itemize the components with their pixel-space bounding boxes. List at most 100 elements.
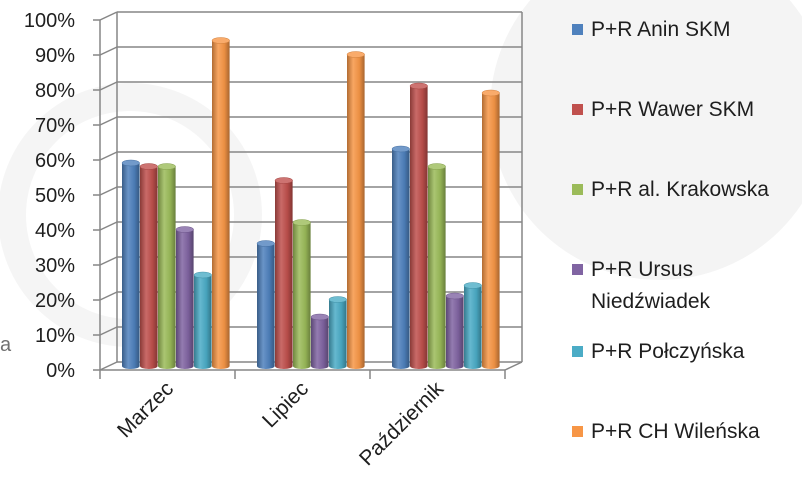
bar-top-cap	[175, 226, 194, 233]
x-category-label: Lipiec	[258, 377, 313, 432]
bar-pazdziernik-p-r-al-krakowska	[427, 163, 446, 369]
legend-item-ch-wilenska: P+R CH Wileńska	[572, 416, 796, 448]
bar-top-cap	[427, 163, 446, 170]
bar-marzec-p-r-polczynska	[193, 271, 212, 369]
y-tick-label: 0%	[46, 360, 75, 382]
bar-pazdziernik-p-r-polczynska	[463, 282, 482, 369]
legend-label: P+R al. Krakowska	[591, 178, 769, 201]
watermark-circle-shape	[490, 0, 802, 280]
bar-top-cap	[391, 145, 410, 153]
bar-body	[158, 166, 176, 369]
legend-label: P+R Anin SKM	[591, 18, 731, 41]
x-category-label: Październik	[355, 377, 448, 470]
side-wall-gridline	[99, 326, 118, 336]
bar-body	[140, 166, 158, 369]
side-wall-gridline	[99, 11, 118, 21]
bar-top-cap	[193, 271, 212, 279]
bar-top-cap	[310, 313, 329, 321]
side-wall-gridline	[99, 186, 118, 196]
y-tick-label: 20%	[35, 290, 75, 312]
clipped-edge-text: a	[0, 334, 12, 356]
y-tick-label: 10%	[35, 325, 75, 347]
bar-body	[464, 285, 482, 369]
legend-item-ursus-niedzwiadek: P+R Ursus Niedźwiadek	[572, 254, 796, 318]
bar-body	[410, 86, 428, 369]
bar-top-cap	[157, 163, 176, 170]
bar-marzec-p-r-anin-skm	[121, 159, 140, 369]
bar-top-cap	[121, 159, 140, 167]
y-tick-label: 100%	[24, 10, 75, 32]
bar-top-cap	[346, 51, 365, 58]
bar-top-cap	[463, 282, 482, 289]
bar-pazdziernik-p-r-ursus-niedzwiadek	[445, 292, 464, 369]
bar-lipiec-p-r-ursus-niedzwiadek	[310, 313, 329, 369]
legend-label: P+R CH Wileńska	[591, 420, 760, 443]
bar-marzec-p-r-al-krakowska	[157, 163, 176, 369]
legend-label: P+R Wawer SKM	[591, 98, 755, 121]
floor-right-edge	[504, 361, 523, 371]
bar-top-cap	[409, 82, 428, 90]
bar-lipiec-p-r-polczynska	[328, 296, 347, 369]
y-tick-label: 80%	[35, 80, 75, 102]
bar-pazdziernik-p-r-wawer-skm	[409, 82, 428, 369]
legend-item-wawer-skm: P+R Wawer SKM	[572, 94, 796, 126]
bar-marzec-p-r-ch-wilenska	[211, 37, 230, 369]
legend-item-anin-skm: P+R Anin SKM	[572, 14, 796, 46]
chart-grid	[93, 11, 523, 379]
bar-body	[122, 163, 140, 369]
legend-item-polczynska: P+R Połczyńska	[572, 336, 796, 368]
bar-body	[194, 275, 212, 369]
bar-top-cap	[481, 89, 500, 97]
side-wall-gridline	[99, 116, 118, 126]
y-tick-label: 50%	[35, 185, 75, 207]
bar-pazdziernik-p-r-ch-wilenska	[481, 89, 500, 369]
bar-lipiec-p-r-wawer-skm	[274, 177, 293, 369]
bar-top-cap	[292, 219, 311, 226]
bar-body	[428, 166, 446, 369]
bar-body	[392, 149, 410, 369]
bar-body	[482, 93, 500, 369]
legend-swatch	[572, 24, 583, 35]
bar-top-cap	[211, 37, 230, 44]
bar-body	[311, 317, 329, 369]
bar-body	[176, 229, 194, 369]
bar-body	[212, 40, 230, 369]
bar-pazdziernik-p-r-anin-skm	[391, 145, 410, 369]
legend-label: P+R Ursus Niedźwiadek	[591, 258, 711, 313]
bar-top-cap	[139, 163, 158, 170]
side-wall-gridline	[99, 81, 118, 91]
legend-swatch	[572, 184, 583, 195]
side-wall-gridline	[99, 46, 118, 56]
bar-top-cap	[274, 177, 293, 184]
side-wall-gridline	[99, 151, 118, 161]
y-tick-label: 70%	[35, 115, 75, 137]
bar-body	[446, 296, 464, 369]
bar-lipiec-p-r-al-krakowska	[292, 219, 311, 369]
bar-top-cap	[256, 240, 275, 247]
bar-marzec-p-r-wawer-skm	[139, 163, 158, 369]
bar-body	[275, 180, 293, 369]
bar-top-cap	[445, 292, 464, 300]
legend-swatch	[572, 426, 583, 437]
y-tick-label: 90%	[35, 45, 75, 67]
side-wall-gridline	[99, 221, 118, 231]
legend-swatch	[572, 104, 583, 115]
bar-body	[257, 243, 275, 369]
y-tick-label: 40%	[35, 220, 75, 242]
bar-body	[329, 299, 347, 369]
chart-bars	[121, 37, 500, 369]
bar-lipiec-p-r-ch-wilenska	[346, 51, 365, 369]
bar-body	[293, 222, 311, 369]
bar-marzec-p-r-ursus-niedzwiadek	[175, 226, 194, 369]
x-category-label: Marzec	[113, 377, 178, 442]
side-wall-gridline	[99, 361, 118, 371]
bar-top-cap	[328, 296, 347, 303]
legend-item-al-krakowska: P+R al. Krakowska	[572, 174, 796, 206]
side-wall-gridline	[99, 256, 118, 266]
y-tick-label: 30%	[35, 255, 75, 277]
bar-lipiec-p-r-anin-skm	[256, 240, 275, 369]
legend-label: P+R Połczyńska	[591, 340, 745, 363]
chart-legend: P+R Anin SKM P+R Wawer SKM P+R al. Krako…	[572, 0, 798, 490]
